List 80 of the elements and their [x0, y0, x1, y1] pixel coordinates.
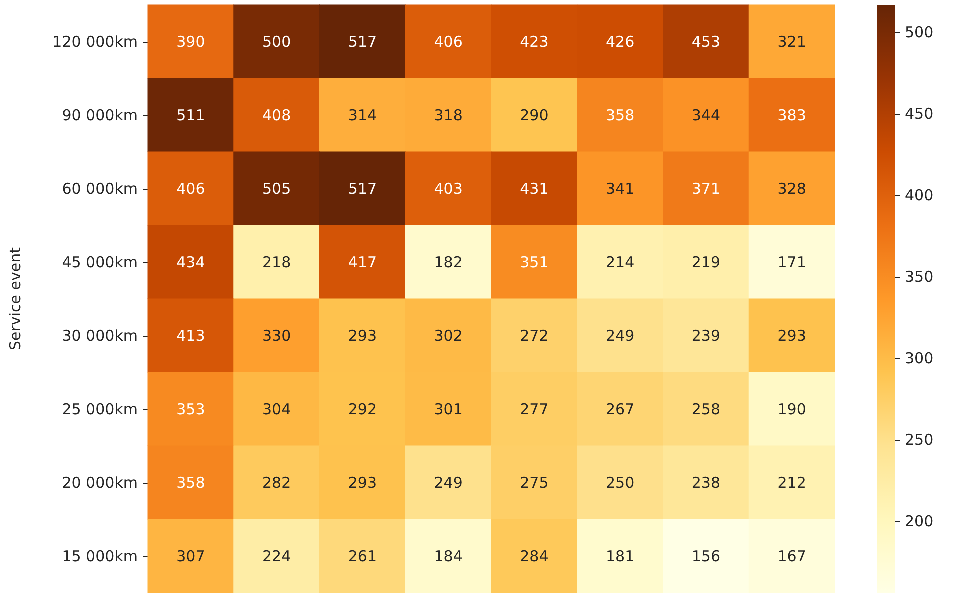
data-label: 307	[176, 547, 206, 566]
data-label: 282	[262, 474, 292, 492]
data-label: 330	[262, 326, 292, 345]
color-bar-label: 300	[905, 349, 934, 368]
data-label: 431	[520, 180, 549, 198]
data-label: 358	[176, 474, 206, 492]
data-label: 171	[778, 253, 806, 272]
y-tick-label: 120 000km	[52, 32, 138, 51]
data-label: 182	[434, 253, 463, 272]
data-label: 249	[606, 326, 635, 345]
color-bar-label: 450	[905, 105, 934, 124]
data-label: 383	[778, 106, 806, 124]
data-label: 190	[778, 400, 806, 418]
color-bar-label: 500	[905, 24, 934, 42]
data-label: 318	[434, 106, 463, 124]
data-label: 212	[778, 474, 806, 492]
data-label: 353	[176, 400, 206, 418]
data-label: 406	[176, 180, 206, 198]
data-label: 426	[606, 32, 635, 51]
data-label: 371	[692, 180, 721, 198]
data-label: 505	[262, 180, 292, 198]
data-label: 413	[176, 326, 206, 345]
color-bar-label: 200	[905, 512, 934, 530]
data-label: 417	[348, 253, 378, 272]
color-bar-label: 350	[905, 268, 934, 286]
data-label: 314	[348, 106, 378, 124]
data-label: 238	[692, 474, 721, 492]
data-label: 453	[692, 32, 721, 51]
data-label: 277	[520, 400, 549, 418]
data-label: 328	[778, 180, 806, 198]
data-label: 219	[692, 253, 721, 272]
data-label: 249	[434, 474, 463, 492]
y-tick-label: 15 000km	[62, 547, 138, 566]
y-tick-label: 90 000km	[62, 106, 138, 124]
data-label: 293	[348, 474, 378, 492]
data-label: 214	[606, 253, 635, 272]
data-label: 272	[520, 326, 549, 345]
data-label: 239	[692, 326, 721, 345]
data-label: 293	[348, 326, 378, 345]
data-label: 184	[434, 547, 463, 566]
data-label: 301	[434, 400, 463, 418]
data-label: 290	[520, 106, 549, 124]
data-label: 341	[606, 180, 635, 198]
data-label: 321	[778, 32, 806, 51]
data-label: 517	[348, 180, 378, 198]
data-label: 408	[262, 106, 292, 124]
data-label: 167	[778, 547, 806, 566]
data-label: 406	[434, 32, 463, 51]
data-label: 390	[176, 32, 206, 51]
data-label: 258	[692, 400, 721, 418]
y-axis-title: Service event	[6, 247, 24, 350]
data-label: 500	[262, 32, 292, 51]
data-label: 218	[262, 253, 292, 272]
data-label: 250	[606, 474, 635, 492]
data-label: 302	[434, 326, 463, 345]
data-label: 358	[606, 106, 635, 124]
data-label: 517	[348, 32, 378, 51]
data-label: 181	[606, 547, 635, 566]
data-label: 304	[262, 400, 292, 418]
data-label: 284	[520, 547, 549, 566]
data-label: 511	[176, 106, 206, 124]
data-label: 267	[606, 400, 635, 418]
y-tick-label: 60 000km	[62, 180, 138, 198]
data-label: 423	[520, 32, 549, 51]
data-label: 292	[348, 400, 378, 418]
y-tick-label: 45 000km	[62, 253, 138, 272]
data-label: 351	[520, 253, 549, 272]
data-label: 293	[778, 326, 806, 345]
y-tick-label: 25 000km	[62, 400, 138, 418]
color-bar-label: 400	[905, 186, 934, 205]
color-bar-label: 250	[905, 430, 934, 449]
y-tick-label: 20 000km	[62, 474, 138, 492]
y-tick-label: 30 000km	[62, 326, 138, 345]
data-label: 403	[434, 180, 463, 198]
data-label: 156	[692, 547, 721, 566]
data-label: 224	[262, 547, 292, 566]
data-label: 434	[176, 253, 206, 272]
data-label: 344	[692, 106, 721, 124]
data-label: 275	[520, 474, 549, 492]
data-label: 261	[348, 547, 378, 566]
